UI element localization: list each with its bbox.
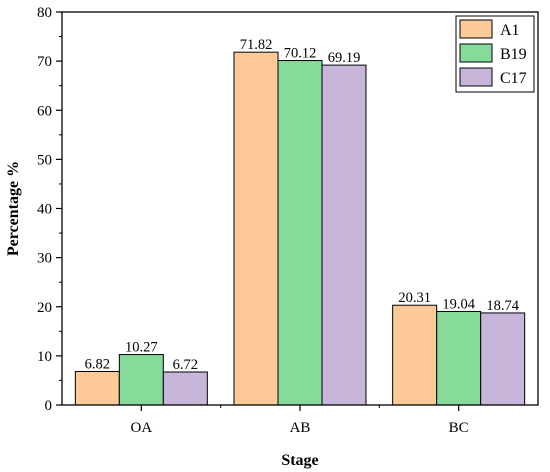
x-tick-label: AB [290, 420, 311, 436]
data-labels-layer: 6.82 10.27 6.72 71.82 70.12 69.19 20.31 19.04 18… [85, 37, 520, 373]
y-tick-label: 70 [37, 54, 52, 70]
bar [480, 312, 526, 406]
y-tick-label: 50 [37, 152, 52, 168]
data-label: 10.27 [125, 340, 158, 356]
data-label: 69.19 [328, 50, 361, 66]
data-label: 71.82 [240, 37, 273, 53]
legend-swatch [459, 67, 493, 87]
y-tick-label: 40 [37, 202, 52, 218]
legend-label: B19 [500, 46, 527, 63]
data-label: 6.82 [85, 356, 110, 372]
y-tick-label: 20 [37, 300, 52, 316]
bar [436, 310, 482, 406]
y-tick-label: 10 [37, 349, 52, 365]
data-label: 18.74 [486, 298, 519, 314]
bar [233, 51, 279, 406]
data-label: 19.04 [442, 296, 475, 312]
x-tick-label: OA [130, 420, 152, 436]
y-tick-label: 30 [37, 251, 52, 267]
y-tick-label: 0 [45, 398, 53, 414]
data-label: 70.12 [284, 46, 317, 62]
x-axis-title: Stage [281, 452, 318, 469]
bar [321, 64, 367, 406]
bar [118, 354, 164, 406]
legend: A1 B19 C17 [455, 15, 535, 93]
bar [74, 370, 120, 406]
bars-layer [74, 51, 526, 406]
x-tick-label: BC [449, 420, 469, 436]
axes-layer: 0 10 20 30 40 50 60 70 80 OA AB BC [37, 5, 469, 436]
y-tick-label: 80 [37, 5, 52, 21]
y-axis-title: Percentage % [5, 161, 22, 256]
legend-label: A1 [500, 22, 520, 39]
bar [392, 304, 438, 406]
data-label: 20.31 [398, 290, 431, 306]
bar [162, 371, 208, 406]
y-tick-label: 60 [37, 103, 52, 119]
data-label: 6.72 [173, 357, 198, 373]
legend-swatch [459, 43, 493, 63]
legend-swatch [459, 19, 493, 39]
bar [277, 60, 323, 406]
legend-label: C17 [500, 70, 527, 87]
